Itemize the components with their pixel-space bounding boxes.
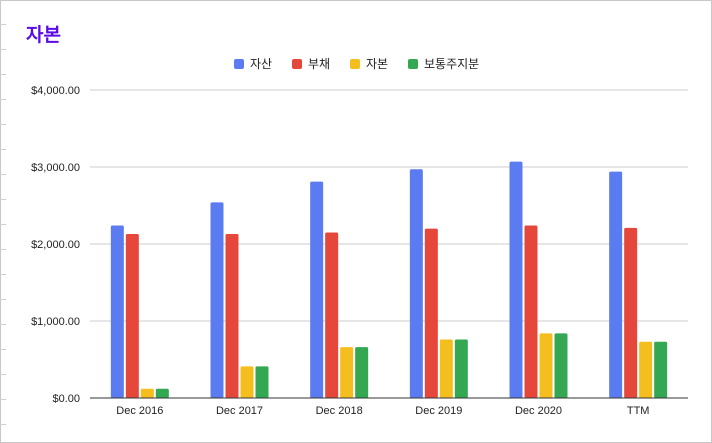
bar — [310, 181, 324, 398]
x-axis: Dec 2016 Dec 2017 Dec 2018 Dec 2019 Dec 2020… — [90, 397, 688, 417]
bar — [639, 341, 653, 398]
y-tick-label: $1,000.00 — [31, 316, 80, 328]
y-tick-label: $0.00 — [52, 393, 80, 405]
bar — [654, 341, 668, 398]
y-tick-label: $4,000.00 — [31, 85, 80, 97]
legend-swatch — [350, 59, 360, 69]
bar — [609, 171, 623, 398]
bar — [539, 333, 553, 398]
gridlines — [90, 89, 688, 322]
x-tick-label: Dec 2020 — [515, 405, 562, 417]
bar — [524, 225, 538, 398]
bar — [255, 366, 269, 398]
bar — [409, 169, 423, 398]
legend: 자산 부채 자본 보통주지분 — [234, 57, 479, 71]
bar — [355, 347, 369, 398]
bar — [439, 339, 453, 398]
y-axis: $0.00 $1,000.00 $2,000.00 $3,000.00 $4,000.0… — [31, 85, 80, 405]
left-edge-ruler — [0, 0, 6, 443]
legend-swatch — [234, 59, 244, 69]
bar — [340, 347, 354, 398]
y-tick-label: $2,000.00 — [31, 239, 80, 251]
x-tick-label: TTM — [627, 405, 650, 417]
bar — [125, 233, 139, 398]
legend-swatch — [292, 59, 302, 69]
bar — [110, 225, 124, 398]
legend-label: 자산 — [250, 57, 272, 71]
bar — [140, 388, 154, 398]
bar — [509, 161, 523, 398]
bar — [155, 388, 169, 398]
bar — [454, 339, 468, 398]
legend-swatch — [408, 59, 418, 69]
x-tick-label: Dec 2018 — [316, 405, 363, 417]
x-tick-label: Dec 2017 — [216, 405, 263, 417]
bar — [325, 232, 339, 398]
x-tick-label: Dec 2016 — [116, 405, 163, 417]
bar — [554, 333, 568, 398]
x-tick-label: Dec 2019 — [415, 405, 462, 417]
legend-label: 보통주지분 — [424, 57, 479, 71]
legend-label: 자본 — [366, 57, 388, 71]
legend-label: 부채 — [308, 57, 330, 71]
bar — [240, 366, 254, 398]
bars — [110, 161, 668, 398]
bar — [225, 233, 239, 398]
y-tick-label: $3,000.00 — [31, 162, 80, 174]
bar — [624, 227, 638, 398]
bar — [210, 202, 224, 398]
chart-title: 자본 — [26, 24, 61, 46]
bar — [424, 228, 438, 398]
